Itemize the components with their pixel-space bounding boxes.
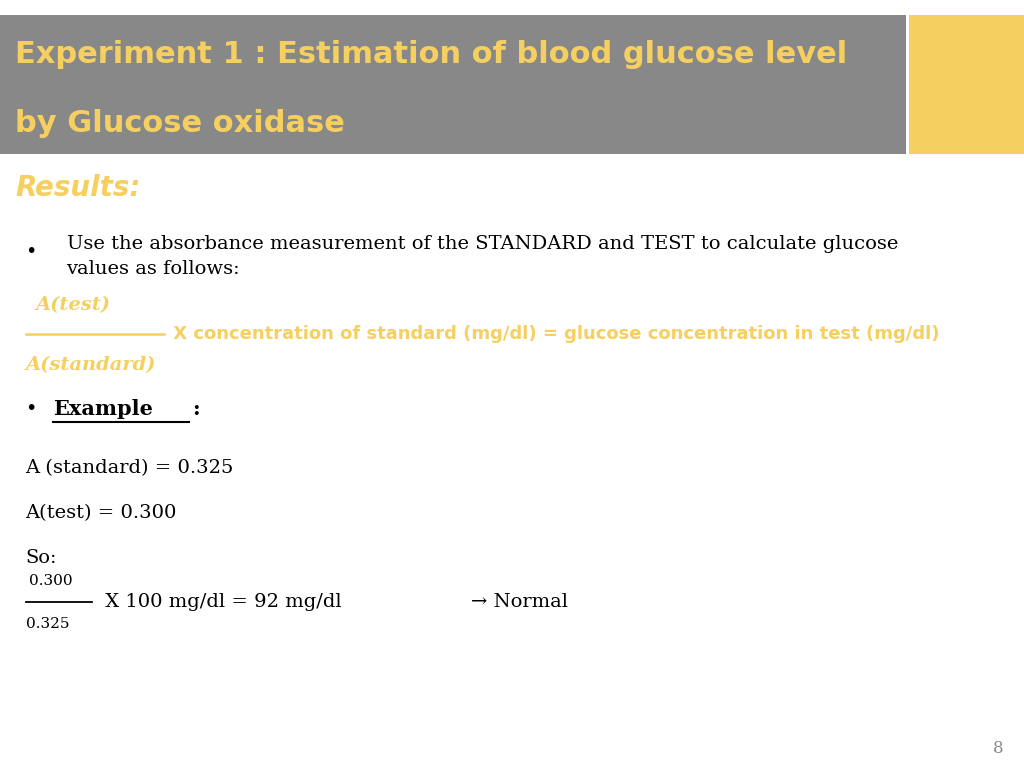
Text: 0.325: 0.325 — [26, 617, 69, 631]
Text: 0.300: 0.300 — [29, 574, 73, 588]
Text: Example: Example — [53, 399, 154, 419]
Text: A(standard): A(standard) — [26, 356, 156, 374]
Text: X 100 mg/dl = 92 mg/dl: X 100 mg/dl = 92 mg/dl — [99, 593, 342, 611]
Bar — [0, 15, 906, 154]
Text: X concentration of standard (mg/dl) = glucose concentration in test (mg/dl): X concentration of standard (mg/dl) = gl… — [167, 325, 939, 343]
Text: •: • — [26, 243, 37, 261]
Text: Use the absorbance measurement of the STANDARD and TEST to calculate glucose: Use the absorbance measurement of the ST… — [67, 235, 898, 253]
Text: Results:: Results: — [15, 174, 141, 202]
Text: A (standard) = 0.325: A (standard) = 0.325 — [26, 459, 233, 478]
Text: A(test): A(test) — [36, 296, 111, 314]
Text: :: : — [193, 399, 200, 419]
Text: •: • — [26, 399, 37, 418]
Text: by Glucose oxidase: by Glucose oxidase — [15, 109, 345, 137]
Text: A(test) = 0.300: A(test) = 0.300 — [26, 504, 177, 522]
Bar — [909, 15, 1024, 154]
Text: Experiment 1 : Estimation of blood glucose level: Experiment 1 : Estimation of blood gluco… — [15, 40, 848, 68]
Text: values as follows:: values as follows: — [67, 260, 241, 278]
Text: So:: So: — [26, 548, 57, 567]
Text: 8: 8 — [993, 740, 1004, 757]
Text: → Normal: → Normal — [471, 593, 568, 611]
